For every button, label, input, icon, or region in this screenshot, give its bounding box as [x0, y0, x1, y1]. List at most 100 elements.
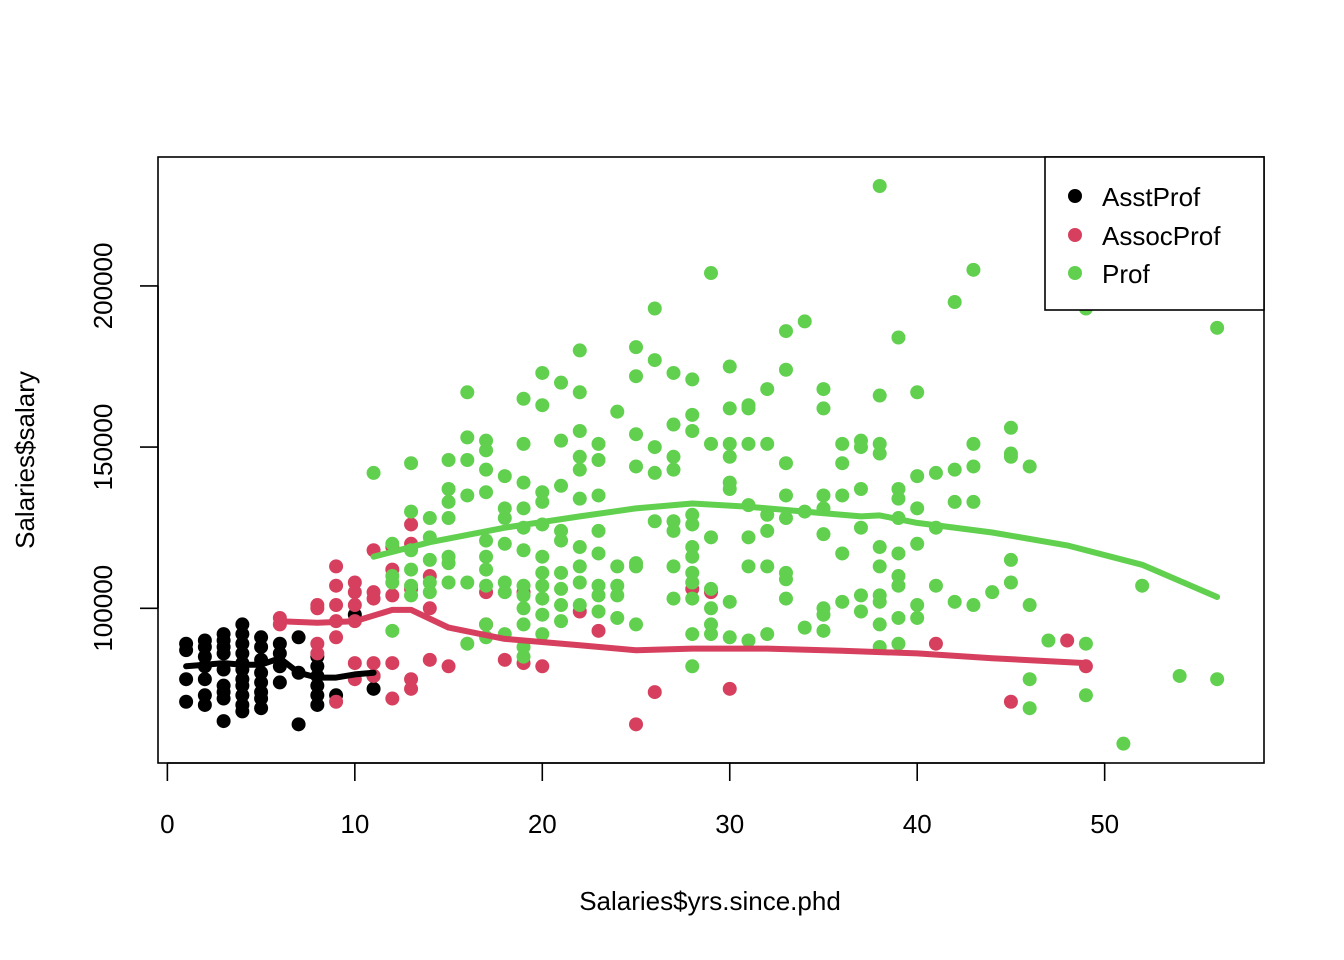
point-prof	[797, 620, 812, 635]
point-assocprof	[366, 591, 381, 606]
point-prof	[479, 462, 494, 477]
point-prof	[1078, 636, 1093, 651]
point-assocprof	[647, 685, 662, 700]
point-asstprof	[254, 639, 269, 654]
point-prof	[722, 449, 737, 464]
point-prof	[554, 478, 569, 493]
point-prof	[535, 549, 550, 564]
point-prof	[572, 449, 587, 464]
point-prof	[554, 581, 569, 596]
legend-marker-prof	[1068, 266, 1082, 280]
point-prof	[366, 465, 381, 480]
y-axis-label: Salaries$salary	[10, 371, 40, 549]
point-prof	[422, 575, 437, 590]
point-asstprof	[310, 659, 325, 674]
point-asstprof	[179, 643, 194, 658]
point-prof	[460, 575, 475, 590]
point-prof	[535, 485, 550, 500]
point-asstprof	[197, 672, 212, 687]
point-prof	[872, 179, 887, 194]
point-assocprof	[329, 694, 344, 709]
point-prof	[460, 453, 475, 467]
point-asstprof	[179, 694, 194, 709]
point-prof	[404, 456, 419, 471]
point-prof	[497, 536, 512, 551]
point-prof	[704, 266, 718, 281]
point-prof	[704, 530, 718, 545]
point-assocprof	[1003, 694, 1018, 709]
point-prof	[666, 449, 681, 464]
point-prof	[778, 488, 793, 503]
point-prof	[554, 523, 569, 538]
point-prof	[722, 594, 737, 609]
point-prof	[535, 578, 550, 593]
point-assocprof	[629, 717, 644, 732]
point-prof	[872, 617, 887, 632]
point-prof	[760, 559, 775, 574]
point-prof	[647, 514, 662, 529]
point-prof	[572, 491, 587, 506]
point-asstprof	[197, 688, 212, 703]
point-prof	[685, 507, 700, 522]
point-prof	[872, 446, 887, 461]
point-asstprof	[197, 649, 212, 664]
point-prof	[441, 511, 456, 526]
point-prof	[647, 353, 662, 368]
point-prof	[516, 588, 531, 603]
point-asstprof	[235, 636, 250, 651]
point-prof	[479, 562, 494, 577]
point-prof	[816, 527, 831, 542]
point-assocprof	[404, 681, 419, 696]
point-prof	[741, 633, 756, 648]
point-prof	[1022, 701, 1037, 716]
point-prof	[647, 301, 662, 316]
point-prof	[685, 517, 700, 532]
point-asstprof	[272, 636, 287, 651]
smooth-line-asstprof	[183, 655, 377, 681]
point-prof	[554, 533, 569, 548]
x-tick-label: 10	[340, 809, 369, 839]
point-prof	[797, 314, 812, 329]
point-prof	[760, 627, 775, 642]
point-prof	[1022, 672, 1037, 687]
point-prof	[516, 578, 531, 593]
point-prof	[947, 494, 962, 509]
point-prof	[647, 465, 662, 480]
smooth-line-assocprof	[276, 606, 1089, 667]
point-prof	[835, 456, 850, 471]
point-prof	[891, 482, 906, 497]
point-assocprof	[535, 659, 550, 674]
point-assocprof	[329, 630, 344, 645]
point-prof	[516, 501, 531, 516]
point-prof	[516, 391, 531, 406]
point-prof	[722, 401, 737, 416]
point-prof	[947, 295, 962, 310]
point-prof	[554, 565, 569, 580]
point-asstprof	[197, 697, 212, 712]
point-asstprof	[254, 665, 269, 680]
point-asstprof	[254, 675, 269, 690]
point-prof	[479, 433, 494, 448]
point-prof	[853, 588, 868, 603]
point-prof	[422, 585, 437, 600]
point-assocprof	[329, 598, 344, 613]
point-prof	[572, 462, 587, 477]
x-tick-label: 20	[528, 809, 557, 839]
point-prof	[460, 430, 475, 445]
point-prof	[479, 485, 494, 500]
point-prof	[591, 436, 606, 451]
point-prof	[441, 575, 456, 590]
point-prof	[704, 601, 718, 616]
point-prof	[891, 491, 906, 506]
point-prof	[666, 559, 681, 574]
point-prof	[591, 488, 606, 503]
y-tick-label: 100000	[88, 565, 118, 652]
point-prof	[647, 440, 662, 455]
point-prof	[722, 359, 737, 374]
point-prof	[404, 562, 419, 577]
point-prof	[778, 456, 793, 471]
point-prof	[1003, 575, 1018, 590]
point-asstprof	[179, 672, 194, 687]
point-prof	[666, 514, 681, 529]
